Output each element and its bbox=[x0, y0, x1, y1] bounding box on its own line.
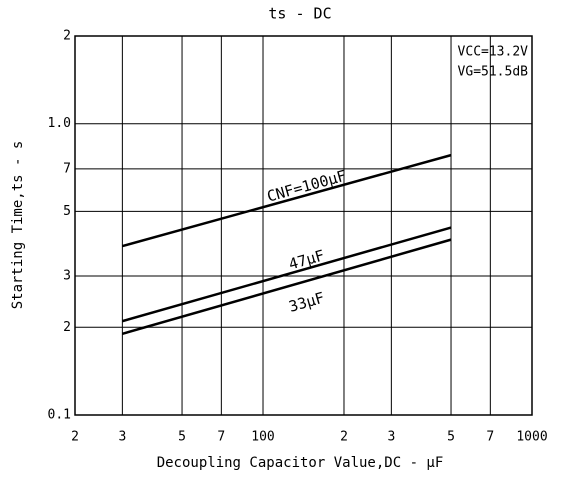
y-tick-label: 7 bbox=[63, 161, 71, 176]
series-label: CNF=100µF bbox=[265, 167, 348, 206]
annotation: VCC=13.2V bbox=[458, 45, 529, 60]
y-tick-label: 5 bbox=[63, 204, 71, 219]
y-tick-label: 1.0 bbox=[48, 116, 71, 131]
x-axis-label: Decoupling Capacitor Value,DC - µF bbox=[157, 455, 444, 471]
x-tick-label: 3 bbox=[387, 430, 395, 445]
series-label: 33µF bbox=[287, 289, 327, 316]
annotation: VG=51.5dB bbox=[458, 65, 529, 80]
x-tick-label: 5 bbox=[447, 430, 455, 445]
x-tick-label: 1000 bbox=[516, 430, 547, 445]
y-tick-label: 2 bbox=[63, 29, 71, 44]
y-tick-label: 0.1 bbox=[48, 408, 71, 423]
x-tick-label: 3 bbox=[118, 430, 126, 445]
x-tick-label: 2 bbox=[340, 430, 348, 445]
chart-title: ts - DC bbox=[268, 5, 331, 23]
y-tick-label: 3 bbox=[63, 269, 71, 284]
x-tick-label: 7 bbox=[486, 430, 494, 445]
y-axis-label: Starting Time,ts - s bbox=[10, 141, 26, 310]
plot-frame bbox=[74, 35, 533, 416]
x-tick-label: 2 bbox=[71, 430, 79, 445]
x-tick-label: 5 bbox=[178, 430, 186, 445]
line bbox=[122, 238, 452, 335]
line bbox=[122, 226, 452, 323]
x-tick-label: 7 bbox=[217, 430, 225, 445]
x-tick-label: 100 bbox=[251, 430, 274, 445]
y-tick-label: 2 bbox=[63, 320, 71, 335]
line bbox=[122, 153, 452, 248]
